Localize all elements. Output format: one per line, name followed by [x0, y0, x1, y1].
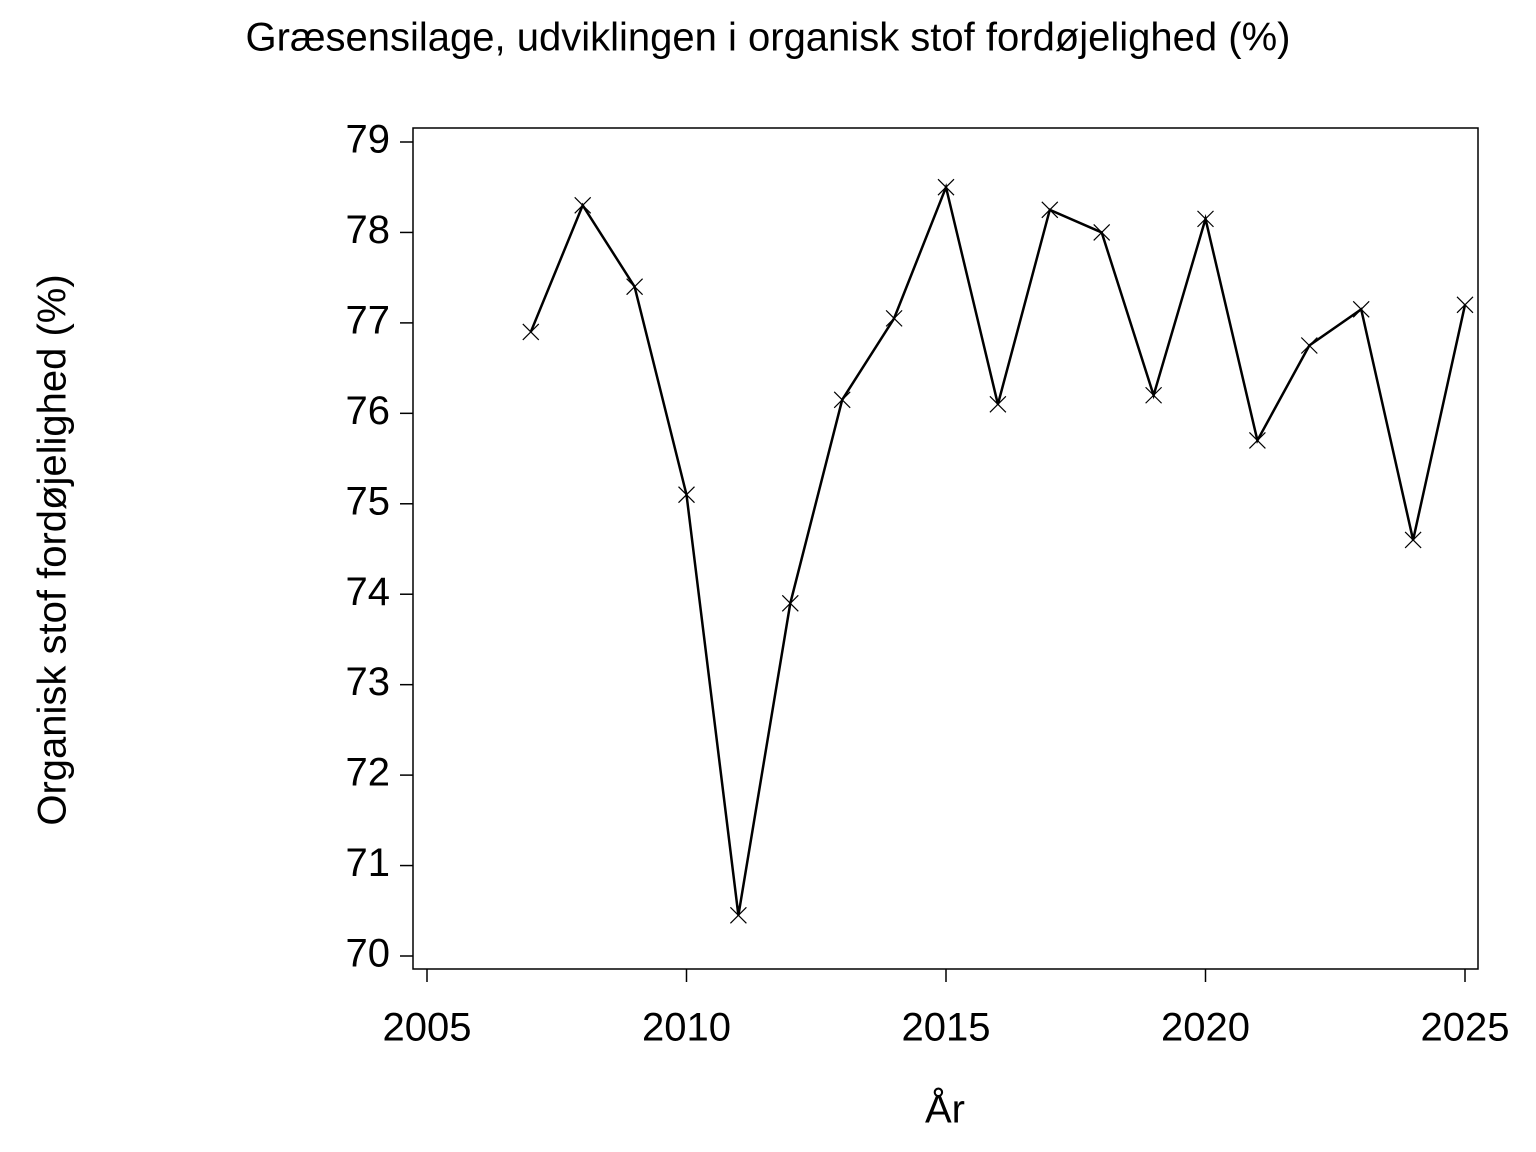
y-axis-label: Organisk stof fordøjelighed (%) [31, 274, 75, 825]
y-tick-label: 79 [346, 118, 391, 162]
x-tick-label: 2010 [642, 1006, 731, 1050]
y-tick-label: 76 [346, 389, 391, 433]
x-axis-label: År [925, 1087, 965, 1132]
plot-frame [412, 127, 1479, 970]
y-tick-label: 75 [346, 479, 391, 523]
data-point [1300, 337, 1318, 354]
x-tick-label: 2015 [902, 1006, 991, 1050]
data-point [1197, 210, 1214, 228]
data-point [1145, 386, 1163, 404]
y-tick-label: 78 [346, 208, 391, 252]
data-point [1041, 201, 1059, 219]
data-point [1248, 432, 1266, 449]
data-point [989, 395, 1007, 413]
data-point [626, 278, 644, 296]
x-tick-label: 2025 [1421, 1006, 1510, 1050]
data-point [1352, 300, 1370, 318]
data-point [678, 486, 695, 504]
data-point [833, 391, 851, 409]
data-point [1093, 224, 1111, 241]
data-point [729, 906, 747, 924]
chart-title: Græsensilage, udviklingen i organisk sto… [246, 16, 1291, 60]
y-tick-label: 70 [346, 932, 391, 976]
data-point [1456, 296, 1474, 314]
y-tick-label: 71 [346, 841, 391, 885]
data-point [1404, 531, 1422, 549]
data-point [937, 178, 955, 196]
data-point [781, 594, 799, 612]
y-tick-label: 74 [346, 570, 391, 614]
y-tick-label: 77 [346, 298, 391, 342]
x-tick-label: 2020 [1161, 1006, 1250, 1050]
x-tick-label: 2005 [383, 1006, 472, 1050]
data-point [522, 323, 540, 341]
data-line [529, 183, 1467, 916]
data-point [885, 309, 903, 327]
y-tick-label: 73 [346, 660, 391, 704]
y-tick-label: 72 [346, 751, 391, 795]
data-point [574, 196, 592, 214]
